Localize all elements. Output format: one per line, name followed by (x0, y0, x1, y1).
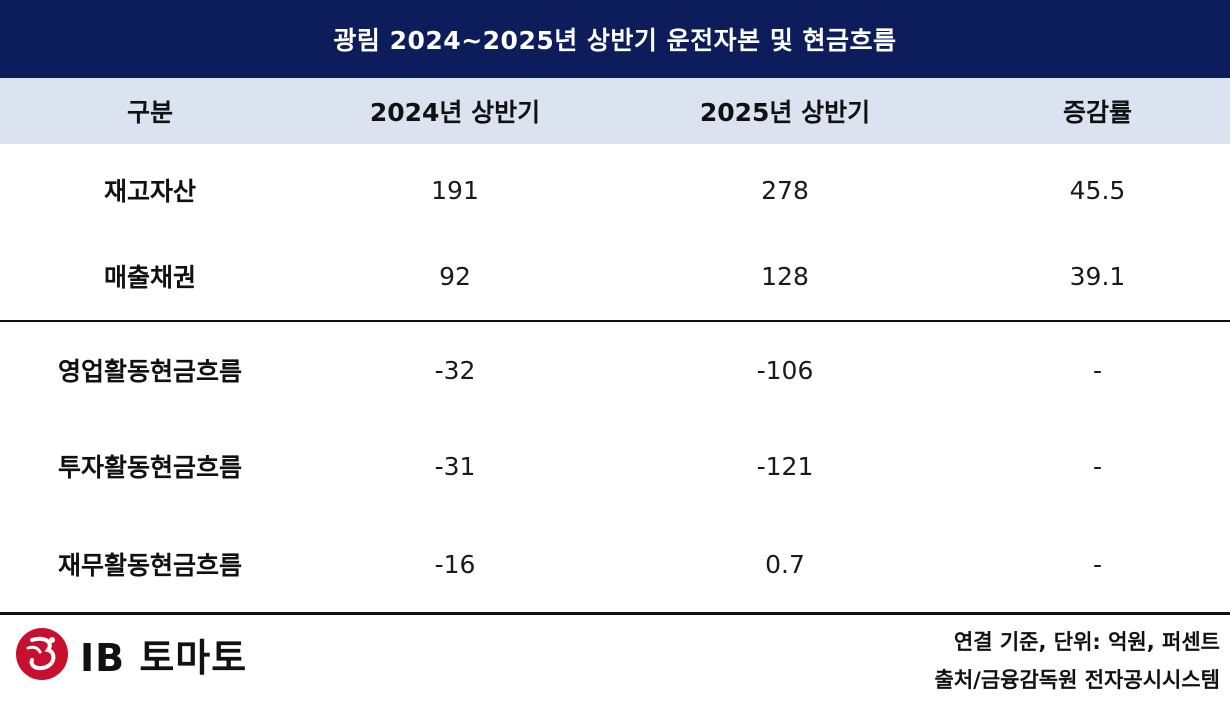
header-h1-2025: 2025년 상반기 (699, 98, 871, 127)
value-h1-2025: -121 (756, 451, 814, 481)
value-h1-2024: -31 (434, 451, 476, 481)
tomato-logo-icon (16, 628, 68, 680)
table-title: 광림 2024~2025년 상반기 운전자본 및 현금흐름 (0, 0, 1230, 78)
value-h1-2024: 191 (431, 175, 479, 205)
source-note: 출처/금융감독원 전자공시시스템 (934, 668, 1220, 692)
value-h1-2025: 128 (761, 261, 809, 291)
value-change: - (1092, 355, 1103, 385)
table-bottom-border (0, 612, 1230, 615)
value-change: 39.1 (1069, 261, 1126, 291)
table-row: 투자활동현금흐름 -31 -121 - (0, 418, 1230, 514)
row-label: 재고자산 (103, 177, 196, 206)
value-change: 45.5 (1069, 175, 1126, 205)
table-row: 재고자산 191 278 45.5 (0, 144, 1230, 236)
row-label: 투자활동현금흐름 (57, 453, 242, 482)
header-change-rate: 증감률 (1062, 98, 1132, 127)
table-row: 재무활동현금흐름 -16 0.7 - (0, 516, 1230, 612)
row-label: 재무활동현금흐름 (57, 551, 242, 580)
ib-tomato-logo: IB 토마토 (14, 626, 247, 682)
unit-note: 연결 기준, 단위: 억원, 퍼센트 (953, 630, 1220, 654)
value-h1-2025: 0.7 (765, 549, 805, 579)
table-header-row: 구분 2024년 상반기 2025년 상반기 증감률 (0, 78, 1230, 144)
value-change: - (1092, 451, 1103, 481)
value-h1-2024: 92 (439, 261, 471, 291)
header-category: 구분 (126, 98, 173, 127)
row-label: 영업활동현금흐름 (57, 357, 242, 386)
value-change: - (1092, 549, 1103, 579)
header-h1-2024: 2024년 상반기 (369, 98, 541, 127)
table-row: 매출채권 92 128 39.1 (0, 230, 1230, 322)
section-divider (0, 320, 1230, 322)
value-h1-2024: -16 (434, 549, 476, 579)
value-h1-2025: -106 (756, 355, 814, 385)
value-h1-2024: -32 (434, 355, 476, 385)
table-row: 영업활동현금흐름 -32 -106 - (0, 322, 1230, 418)
value-h1-2025: 278 (761, 175, 809, 205)
logo-text: IB 토마토 (80, 635, 248, 680)
row-label: 매출채권 (103, 263, 196, 292)
